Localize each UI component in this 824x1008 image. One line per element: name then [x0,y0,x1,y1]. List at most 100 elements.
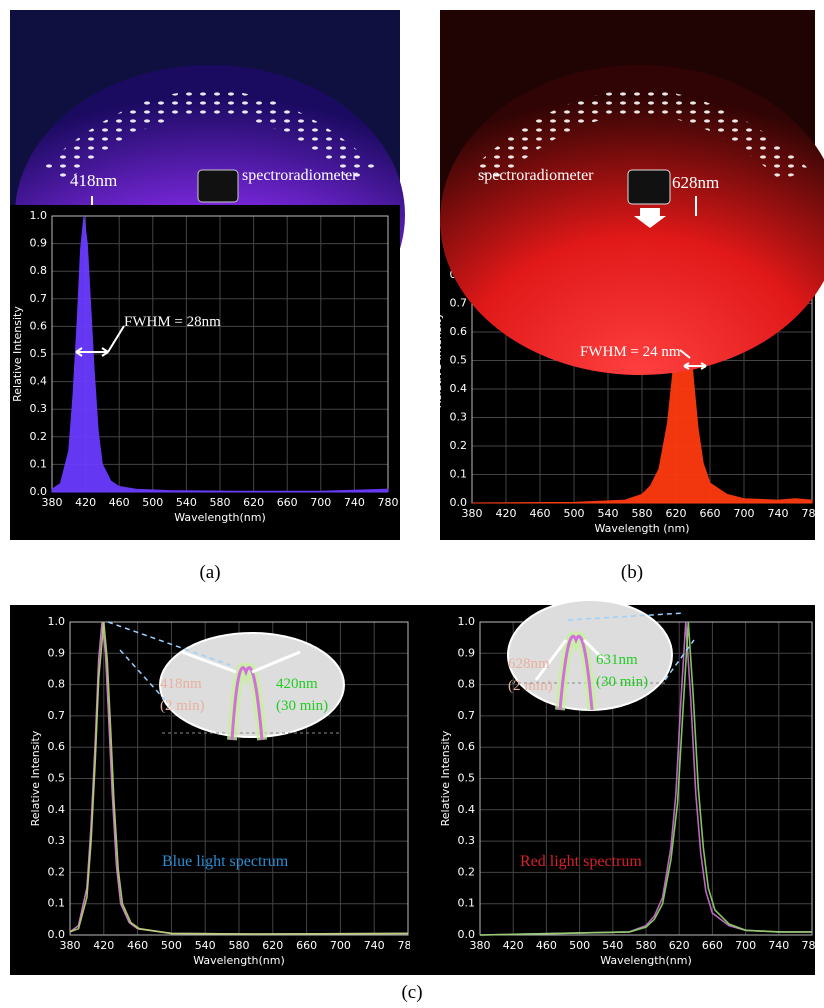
y-tick-label: 0.0 [48,928,66,941]
x-tick-label: 660 [702,939,723,952]
x-axis-label: Wavelength(nm) [174,511,266,524]
photo-b [440,10,824,375]
fwhm-arrow [75,325,125,357]
panel-label: (b) [621,562,643,583]
y-tick-label: 0.5 [30,347,48,360]
y-tick-label: 0.6 [450,325,468,338]
y-tick-label: 0.2 [30,430,48,443]
x-tick-label: 740 [768,507,789,520]
annotation: (30 min) [596,674,648,690]
y-axis-label: Relative Intensity [29,730,42,826]
y-tick-label: 0.4 [48,803,66,816]
x-tick-label: 740 [768,939,789,952]
y-tick-label: 0.8 [458,678,476,691]
x-tick-label: 660 [700,507,721,520]
x-axis-label: Wavelength(nm) [193,954,285,967]
y-tick-label: 0.1 [30,457,48,470]
y-axis-label: Relative Intensity [11,306,24,402]
panel-label: (c) [401,982,422,1003]
x-tick-label: 500 [564,507,585,520]
fwhm-arrow [679,349,707,370]
y-axis-label: Relative Intensity [431,312,444,408]
y-tick-label: 0.3 [450,411,468,424]
y-tick-label: 0.4 [30,375,48,388]
y-tick-label: 0.7 [30,292,48,305]
x-tick-label: 540 [195,939,216,952]
y-tick-label: 0.9 [48,646,66,659]
caption: Blue light spectrum [162,853,289,870]
y-tick-label: 0.0 [450,496,468,509]
y-axis-label: Relative Intensity [439,730,452,826]
y-tick-label: 0.3 [458,834,476,847]
y-tick-label: 1.0 [458,615,476,628]
x-axis-label: Wavelength(nm) [600,954,692,967]
y-tick-label: 0.6 [458,740,476,753]
fwhm-label: FWHM = 28nm [124,314,221,330]
y-tick-label: 0.3 [48,834,66,847]
annotation: 628nm [508,656,550,672]
device-label: spectroradiometer [478,167,594,184]
x-tick-label: 740 [344,496,365,509]
y-tick-label: 0.1 [48,897,66,910]
annotation: (2 min) [160,698,205,714]
x-tick-label: 620 [666,507,687,520]
y-tick-label: 0.5 [48,772,66,785]
x-tick-label: 540 [598,507,619,520]
y-tick-label: 0.8 [30,264,48,277]
x-tick-label: 620 [243,496,264,509]
x-tick-label: 420 [75,496,96,509]
area [51,215,389,493]
inset [507,599,695,711]
x-tick-label: 580 [229,939,250,952]
y-tick-label: 0.1 [450,468,468,481]
y-tick-label: 0.5 [458,772,476,785]
y-tick-label: 1.0 [48,615,66,628]
y-tick-label: 0.8 [48,678,66,691]
x-tick-label: 580 [632,507,653,520]
x-tick-label: 700 [330,939,351,952]
x-tick-label: 660 [296,939,317,952]
y-tick-label: 0.1 [458,897,476,910]
x-tick-label: 500 [569,939,590,952]
y-tick-label: 0.6 [48,740,66,753]
annotation: 420nm [276,676,318,692]
x-tick-label: 620 [669,939,690,952]
x-tick-label: 460 [109,496,130,509]
x-tick-label: 420 [93,939,114,952]
x-tick-label: 380 [462,507,483,520]
annotation: 418nm [160,676,202,692]
x-tick-label: 660 [277,496,298,509]
x-tick-label: 500 [142,496,163,509]
y-tick-label: 0.7 [458,709,476,722]
y-tick-label: 0.4 [450,382,468,395]
y-tick-label: 0.9 [458,646,476,659]
x-tick-label: 780 [802,507,823,520]
annotation: (30 min) [276,698,328,714]
x-tick-label: 420 [503,939,524,952]
x-tick-label: 500 [161,939,182,952]
x-tick-label: 540 [602,939,623,952]
x-tick-label: 420 [496,507,517,520]
y-tick-label: 0.9 [30,237,48,250]
annotation: (2 min) [508,678,553,694]
x-tick-label: 700 [734,507,755,520]
y-tick-label: 0.2 [48,865,66,878]
y-tick-label: 0.0 [458,928,476,941]
y-tick-label: 0.7 [48,709,66,722]
y-tick-label: 0.5 [450,354,468,367]
y-tick-label: 0.2 [450,439,468,452]
x-tick-label: 580 [210,496,231,509]
peak-label: 628nm [672,173,719,192]
y-tick-label: 0.2 [458,865,476,878]
panel-label: (a) [199,562,220,583]
x-tick-label: 540 [176,496,197,509]
y-tick-label: 0.6 [30,319,48,332]
x-tick-label: 620 [262,939,283,952]
line [479,621,812,936]
x-tick-label: 380 [60,939,81,952]
fwhm-label: FWHM = 24 nm [580,344,681,360]
x-tick-label: 580 [636,939,657,952]
y-tick-label: 0.4 [458,803,476,816]
x-tick-label: 780 [378,496,399,509]
